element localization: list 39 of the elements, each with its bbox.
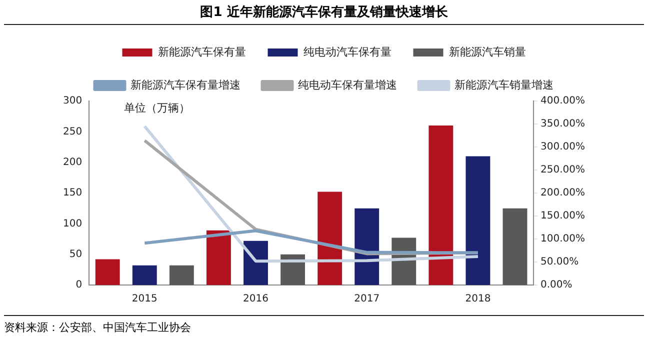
bar — [169, 265, 194, 285]
bar — [280, 254, 305, 285]
text: 资料来源：公安部、中国汽车工业协会 — [4, 315, 644, 335]
y2-tick-label: 50.00% — [540, 256, 579, 268]
y2-tick-label: 300.00% — [540, 142, 586, 153]
bar — [132, 265, 157, 285]
y2-tick-label: 150.00% — [540, 210, 586, 222]
y-axis-title: 单位（万辆） — [124, 101, 190, 114]
y2-tick-label: 250.00% — [540, 164, 586, 176]
y-tick-label: 100 — [62, 218, 82, 230]
x-tick-label: 2018 — [465, 294, 491, 305]
y2-tick-label: 100.00% — [540, 234, 586, 245]
legend-label: 新能源汽车销量 — [448, 45, 526, 58]
legend-label: 新能源汽车销量增速 — [454, 78, 554, 92]
y-tick-label: 200 — [62, 156, 82, 168]
x-tick-label: 2017 — [354, 294, 380, 305]
bar — [318, 192, 342, 285]
y-tick-label: 250 — [62, 126, 82, 138]
bar — [428, 126, 454, 285]
bar — [502, 208, 528, 285]
bar — [206, 230, 231, 285]
y-tick-label: 150 — [62, 188, 82, 199]
x-tick-label: 2015 — [132, 294, 158, 305]
legend-label: 新能源汽车保有量 — [158, 45, 246, 58]
legend-label: 纯电动汽车保有量 — [303, 45, 392, 58]
y2-tick-label: 350.00% — [540, 118, 586, 130]
legend-label: 纯电动车保有量增速 — [298, 78, 397, 92]
y2-tick-label: 400.00% — [540, 96, 586, 107]
x-tick-label: 2016 — [243, 294, 268, 305]
legend-label: 新能源汽车保有量增速 — [130, 78, 240, 92]
y-tick-label: 50 — [69, 248, 82, 260]
chart-title: 图1 近年新能源汽车保有量及销量快速增长 — [4, 0, 644, 25]
y-tick-label: 300 — [62, 96, 82, 107]
bar — [244, 240, 268, 285]
y-tick-label: 0 — [76, 280, 82, 291]
bar — [466, 156, 490, 285]
y2-tick-label: 200.00% — [540, 188, 586, 199]
y2-tick-label: 0.00% — [540, 280, 572, 291]
bar — [95, 259, 120, 285]
